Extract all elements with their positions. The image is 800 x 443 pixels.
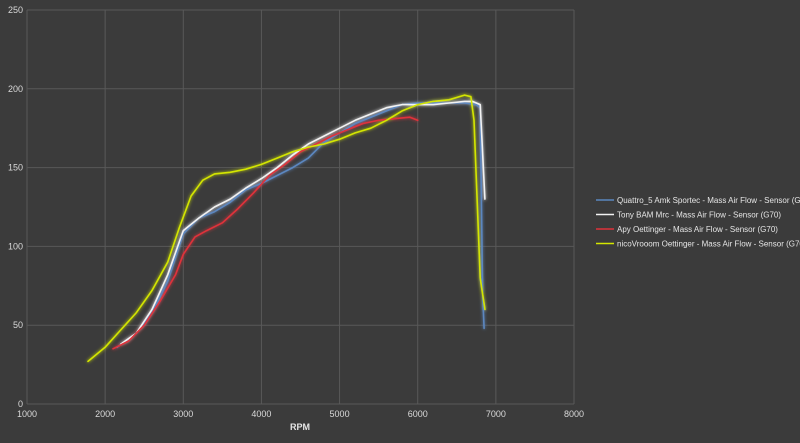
gridlines [26,9,575,405]
y-tick-label: 150 [8,163,23,173]
y-tick-label: 200 [8,84,23,94]
x-tick-label: 4000 [251,409,271,419]
series-lines [87,94,486,363]
y-tick-label: 250 [8,5,23,15]
x-axis-title: RPM [290,422,310,432]
x-tick-label: 6000 [408,409,428,419]
y-tick-label: 0 [18,399,23,409]
x-tick-label: 7000 [486,409,506,419]
x-tick-label: 8000 [564,409,584,419]
y-tick-label: 100 [8,241,23,251]
x-tick-label: 5000 [330,409,350,419]
x-tick-label: 1000 [17,409,37,419]
legend-label: Tony BAM Mrc - Mass Air Flow - Sensor (G… [617,211,781,220]
series-line-2 [120,100,486,345]
legend-label: nicoVrooom Oettinger - Mass Air Flow - S… [617,240,800,249]
series-line-4 [87,94,486,363]
axis-tick-labels: 1000 2000 3000 4000 5000 6000 7000 8000 0 50 100 15… [8,5,584,419]
x-tick-label: 2000 [95,409,115,419]
legend-label: Apy Oettinger - Mass Air Flow - Sensor (… [617,225,778,234]
legend-label: Quattro_5 Amk Sportec - Mass Air Flow - … [617,196,800,205]
y-tick-label: 50 [13,320,23,330]
series-line-3 [112,116,419,350]
series-line-1 [116,102,485,349]
legend: Quattro_5 Amk Sportec - Mass Air Flow - … [596,196,800,249]
x-tick-label: 3000 [173,409,193,419]
